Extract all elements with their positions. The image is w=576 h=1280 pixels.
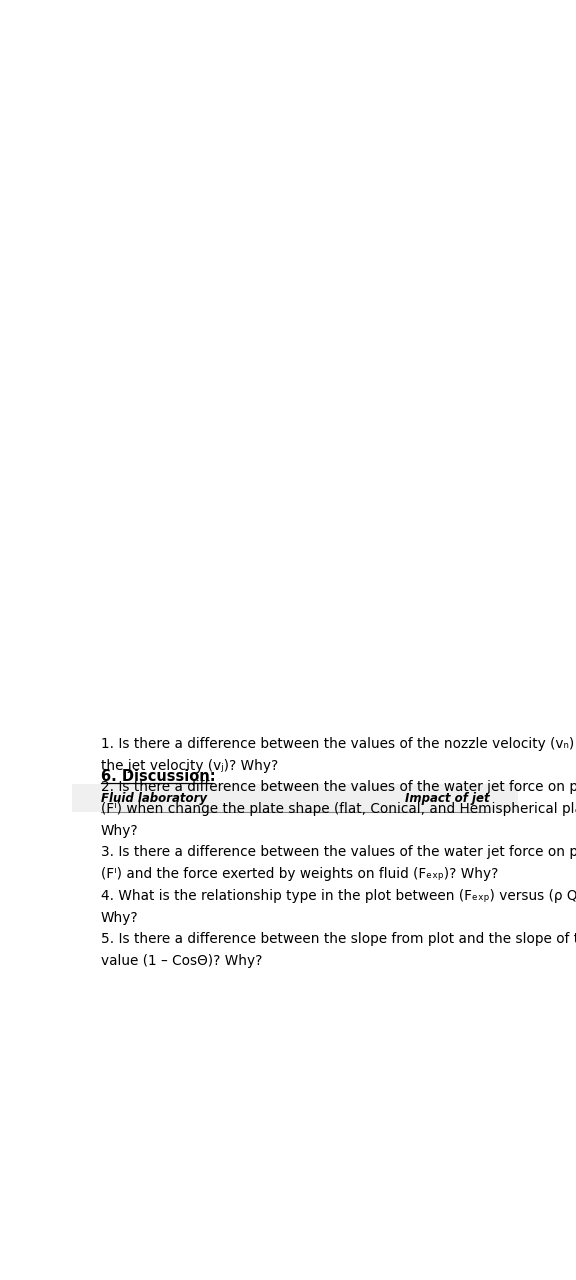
Text: 1. Is there a difference between the values of the nozzle velocity (vₙ) and: 1. Is there a difference between the val… <box>101 737 576 751</box>
Text: Why?: Why? <box>101 910 139 924</box>
Text: Fluid laboratory: Fluid laboratory <box>101 792 207 805</box>
Text: 4. What is the relationship type in the plot between (Fₑₓₚ) versus (ρ Q vⱼ)?: 4. What is the relationship type in the … <box>101 888 576 902</box>
Text: 2. Is there a difference between the values of the water jet force on plate: 2. Is there a difference between the val… <box>101 781 576 795</box>
Text: 5. Is there a difference between the slope from plot and the slope of the: 5. Is there a difference between the slo… <box>101 932 576 946</box>
Text: 3. Is there a difference between the values of the water jet force on plate: 3. Is there a difference between the val… <box>101 846 576 859</box>
Text: 6. Discussion:: 6. Discussion: <box>101 768 215 783</box>
FancyBboxPatch shape <box>72 785 518 812</box>
Text: (Fᴵ) when change the plate shape (flat, Conical, and Hemispherical plate)?: (Fᴵ) when change the plate shape (flat, … <box>101 803 576 817</box>
Text: Why?: Why? <box>101 824 139 838</box>
Text: (Fᴵ) and the force exerted by weights on fluid (Fₑₓₚ)? Why?: (Fᴵ) and the force exerted by weights on… <box>101 867 498 881</box>
Text: value (1 – CosΘ)? Why?: value (1 – CosΘ)? Why? <box>101 954 263 968</box>
Text: the jet velocity (vⱼ)? Why?: the jet velocity (vⱼ)? Why? <box>101 759 278 773</box>
Text: Impact of jet: Impact of jet <box>405 792 490 805</box>
